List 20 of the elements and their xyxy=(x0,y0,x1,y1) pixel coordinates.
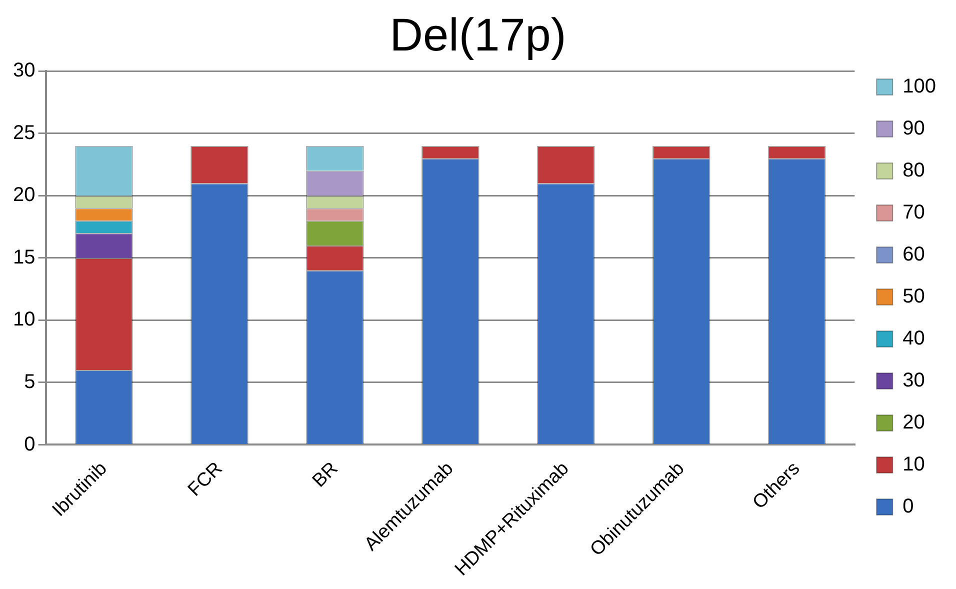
legend-label: 30 xyxy=(902,370,925,392)
y-tick-label: 5 xyxy=(24,371,36,394)
legend-label: 20 xyxy=(902,412,925,434)
legend-label: 60 xyxy=(902,244,925,266)
legend-label: 40 xyxy=(902,328,925,350)
y-tick-label: 10 xyxy=(12,308,36,331)
legend-label: 90 xyxy=(902,118,925,140)
legend-label: 10 xyxy=(902,454,925,476)
legend-label: 80 xyxy=(902,160,925,182)
y-tick-label: 25 xyxy=(12,122,36,144)
chart-title: Del(17p) xyxy=(390,8,566,60)
legend-label: 50 xyxy=(902,286,925,308)
legend-label: 0 xyxy=(902,496,914,518)
y-tick-label: 20 xyxy=(12,184,36,206)
legend-label: 100 xyxy=(902,76,936,98)
y-tick-label: 0 xyxy=(24,433,36,456)
y-tick-label: 30 xyxy=(12,60,36,82)
legend-label: 70 xyxy=(902,202,925,224)
x-tick-label: BR xyxy=(308,458,342,492)
y-tick-label: 15 xyxy=(12,246,36,268)
